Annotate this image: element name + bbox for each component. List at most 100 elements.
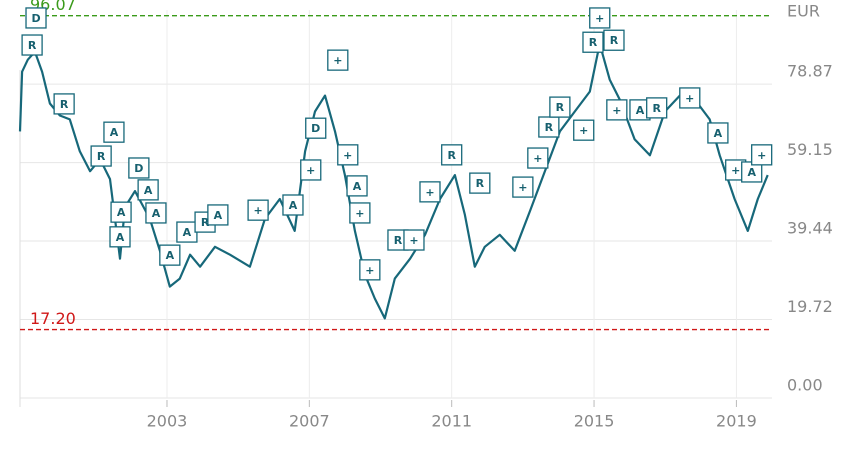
reference-label: 17.20 — [30, 309, 76, 328]
event-marker: A — [346, 175, 368, 197]
event-box — [527, 147, 549, 169]
event-marker: + — [300, 159, 322, 181]
event-box — [109, 226, 131, 248]
event-marker: + — [679, 87, 701, 109]
event-marker: R — [53, 93, 75, 115]
event-box — [247, 199, 269, 221]
event-label: A — [152, 207, 161, 220]
event-marker: R — [582, 31, 604, 53]
event-label: A — [289, 199, 298, 212]
event-marker: R — [469, 172, 491, 194]
event-box — [751, 144, 773, 166]
event-box — [646, 97, 668, 119]
event-box — [128, 157, 150, 179]
event-label: + — [409, 234, 418, 247]
x-tick-label: 2011 — [431, 412, 472, 431]
event-marker: + — [573, 119, 595, 141]
event-label: R — [447, 149, 456, 162]
event-marker: A — [103, 121, 125, 143]
event-box — [305, 117, 327, 139]
event-marker: + — [527, 147, 549, 169]
event-label: + — [533, 152, 542, 165]
event-label: + — [731, 164, 740, 177]
event-box — [159, 244, 181, 266]
event-box — [346, 175, 368, 197]
event-box — [582, 31, 604, 53]
x-tick-label: 2007 — [289, 412, 330, 431]
event-label: R — [60, 98, 69, 111]
event-box — [679, 87, 701, 109]
event-box — [589, 7, 611, 29]
event-box — [137, 179, 159, 201]
event-box — [53, 93, 75, 115]
event-marker: + — [751, 144, 773, 166]
event-label: + — [333, 54, 342, 67]
event-marker: R — [90, 145, 112, 167]
x-tick-label: 2003 — [147, 412, 188, 431]
event-box — [538, 116, 560, 138]
event-box — [573, 119, 595, 141]
event-label: A — [636, 104, 645, 117]
event-marker: R — [538, 116, 560, 138]
x-tick-label: 2019 — [716, 412, 757, 431]
event-label: + — [595, 12, 604, 25]
event-marker: + — [247, 199, 269, 221]
event-label: R — [28, 39, 37, 52]
event-box — [282, 194, 304, 216]
event-box — [606, 99, 628, 121]
event-box — [349, 202, 371, 224]
event-label: R — [97, 150, 106, 163]
unit-label: EUR — [787, 2, 820, 21]
event-marker: + — [327, 49, 349, 71]
event-marker: + — [337, 144, 359, 166]
event-box — [512, 176, 534, 198]
event-marker: A — [137, 179, 159, 201]
event-label: R — [476, 177, 485, 190]
event-label: A — [117, 206, 126, 219]
event-label: A — [714, 127, 723, 140]
event-box — [469, 172, 491, 194]
event-marker: + — [606, 99, 628, 121]
event-marker: A — [207, 204, 229, 226]
event-marker: R — [646, 97, 668, 119]
event-label: + — [343, 149, 352, 162]
event-label: A — [353, 180, 362, 193]
event-box — [25, 7, 47, 29]
event-box — [707, 122, 729, 144]
event-label: A — [747, 166, 756, 179]
event-marker: + — [359, 259, 381, 281]
event-label: + — [579, 124, 588, 137]
y-tick-label: 59.15 — [787, 140, 833, 159]
event-label: D — [311, 122, 320, 135]
event-label: A — [110, 126, 119, 139]
event-label: + — [685, 92, 694, 105]
event-label: + — [306, 164, 315, 177]
event-marker: A — [176, 221, 198, 243]
event-marker: + — [512, 176, 534, 198]
event-label: R — [545, 121, 554, 134]
event-box — [300, 159, 322, 181]
event-label: + — [612, 104, 621, 117]
event-marker: R — [441, 144, 463, 166]
event-box — [441, 144, 463, 166]
event-marker: R — [603, 29, 625, 51]
event-label: A — [214, 209, 223, 222]
event-marker: A — [707, 122, 729, 144]
event-label: A — [166, 249, 175, 262]
event-marker: + — [349, 202, 371, 224]
event-box — [90, 145, 112, 167]
event-box — [403, 229, 425, 251]
event-box — [21, 34, 43, 56]
event-label: + — [425, 186, 434, 199]
event-label: + — [253, 204, 262, 217]
event-label: R — [201, 216, 210, 229]
event-label: A — [183, 226, 192, 239]
event-marker: A — [109, 226, 131, 248]
event-box — [327, 49, 349, 71]
event-label: + — [757, 149, 766, 162]
event-box — [549, 96, 571, 118]
event-marker: A — [145, 202, 167, 224]
event-box — [337, 144, 359, 166]
event-marker: A — [282, 194, 304, 216]
